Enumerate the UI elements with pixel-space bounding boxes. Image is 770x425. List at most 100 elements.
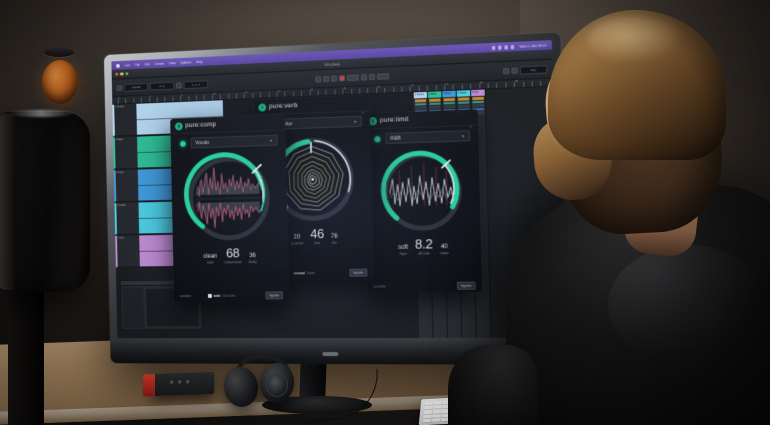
transport-controls[interactable] — [315, 72, 390, 82]
punch-in-button[interactable] — [360, 73, 367, 80]
channel-button[interactable] — [415, 113, 427, 117]
readout-ability[interactable]: 36 Ability — [248, 253, 257, 264]
channel-button[interactable] — [458, 108, 470, 112]
track-header[interactable]: 2 Bass — [113, 136, 138, 170]
readout-size[interactable]: 46 Size — [310, 226, 324, 245]
track-header[interactable]: 1 Drums — [112, 103, 138, 137]
channel-button[interactable] — [443, 105, 456, 109]
channel-button[interactable] — [414, 102, 427, 106]
menu-item-app[interactable]: Live — [124, 62, 131, 68]
channel-button[interactable] — [458, 112, 470, 116]
close-icon[interactable] — [115, 72, 119, 76]
channel-button[interactable] — [457, 97, 470, 101]
channel-button[interactable] — [472, 111, 485, 115]
channel-button[interactable] — [429, 109, 441, 113]
keyboard-key[interactable] — [423, 414, 432, 419]
track-header[interactable]: 4 Guitar — [114, 202, 140, 235]
auto-out-gain-control[interactable]: auto Out Gain — [207, 293, 235, 298]
bypass-button[interactable]: bypass — [349, 268, 368, 277]
checkbox-icon[interactable] — [207, 293, 212, 298]
channel-button[interactable] — [472, 104, 484, 108]
close-icon[interactable] — [360, 101, 364, 105]
close-icon[interactable] — [469, 115, 473, 119]
readout-style[interactable]: clean Style — [203, 254, 217, 265]
channel-button[interactable] — [443, 101, 455, 105]
tempo-field[interactable]: 120.00 — [123, 82, 149, 92]
loop-button[interactable] — [315, 75, 322, 82]
keyboard-key[interactable] — [423, 410, 433, 414]
keyboard-key[interactable] — [422, 418, 432, 423]
mixer-channel[interactable]: 3 Keys — [442, 90, 463, 338]
menu-item-edit[interactable]: Edit — [144, 61, 150, 67]
preset-row-pure-limit[interactable]: R&B ▼ — [364, 126, 478, 147]
readout-db-gain[interactable]: 8.2 dB Gain — [415, 236, 433, 256]
channel-button[interactable] — [415, 109, 427, 114]
power-led-icon[interactable] — [374, 135, 381, 142]
channel-button[interactable] — [429, 98, 441, 102]
browser-category-column[interactable] — [122, 287, 144, 328]
menu-item-help[interactable]: Help — [195, 59, 203, 64]
channel-button[interactable] — [458, 104, 470, 108]
channel-button[interactable] — [414, 99, 427, 103]
preset-dropdown-pure-limit[interactable]: R&B ▼ — [385, 130, 471, 145]
keyboard-key[interactable] — [432, 413, 441, 418]
channel-button[interactable] — [415, 106, 427, 110]
limit-dial[interactable] — [365, 145, 481, 237]
track-header[interactable]: 5 Vox — [115, 235, 140, 268]
comp-dial[interactable] — [171, 149, 288, 246]
window-traffic-lights[interactable] — [115, 72, 129, 76]
keyboard-key[interactable] — [431, 418, 441, 422]
maximize-icon[interactable] — [125, 72, 129, 76]
channel-button[interactable] — [443, 112, 456, 116]
readout-compression[interactable]: 68 Compression — [224, 245, 242, 264]
mode-control[interactable]: normal Mode — [294, 271, 315, 275]
preset-dropdown-pure-comp[interactable]: Vocals ▼ — [190, 134, 278, 149]
channel-button[interactable] — [429, 113, 441, 117]
channel-button[interactable] — [443, 97, 455, 101]
preset-row-pure-comp[interactable]: Vocals ▼ — [171, 130, 286, 151]
menu-item-create[interactable]: Create — [154, 61, 165, 66]
minimize-icon[interactable] — [120, 72, 124, 76]
readout-inflate[interactable]: 40 Inflate — [440, 244, 449, 255]
punch-out-button[interactable] — [368, 73, 375, 80]
menu-item-file[interactable]: File — [134, 62, 140, 67]
toolbar-button-link[interactable] — [116, 84, 123, 91]
mixer-channel[interactable]: 2 Bass — [427, 91, 448, 338]
plugin-header-pure-limit[interactable]: Ɣ pure:limit — [363, 109, 479, 130]
plugin-window-pure-comp[interactable]: Ɣ pure:comp Vocals ▼ — [170, 114, 289, 303]
channel-button[interactable] — [443, 108, 456, 112]
play-button[interactable] — [323, 75, 330, 82]
record-button[interactable] — [338, 74, 346, 81]
readout-style[interactable]: soft Style — [398, 245, 408, 256]
toolbar-left-group[interactable]: 120.00 4 / 4 1. 1. 1 — [116, 79, 209, 92]
time-signature-field[interactable]: 4 / 4 — [149, 81, 175, 91]
keyboard-key[interactable] — [433, 405, 442, 410]
channel-button[interactable] — [457, 100, 470, 105]
track-header[interactable]: 3 Keys — [113, 169, 139, 203]
bypass-button[interactable]: bypass — [456, 281, 476, 290]
overdub-button[interactable] — [346, 74, 359, 81]
channel-button[interactable] — [472, 100, 484, 104]
channel-button[interactable] — [429, 105, 441, 109]
automation-button[interactable] — [376, 72, 390, 80]
toolbar-button-metronome[interactable] — [175, 81, 182, 89]
menu-item-options[interactable]: Options — [180, 59, 192, 65]
channel-button[interactable] — [472, 96, 484, 100]
position-field[interactable]: 1. 1. 1 — [183, 79, 209, 89]
keyboard-key[interactable] — [424, 401, 434, 406]
channel-button[interactable] — [429, 102, 441, 106]
stop-button[interactable] — [331, 75, 338, 82]
bypass-button[interactable]: bypass — [265, 290, 284, 299]
readout-mix[interactable]: 78 Mix — [331, 234, 338, 245]
menu-item-view[interactable]: View — [168, 60, 176, 65]
apple-logo-icon[interactable] — [116, 63, 120, 68]
keyboard-key[interactable] — [432, 409, 442, 414]
keyboard-key[interactable] — [424, 405, 433, 410]
mixer-channel[interactable]: 1 Drums — [413, 91, 434, 338]
preset-dropdown-pure-verb[interactable]: Guitar ▼ — [274, 115, 363, 130]
mixer-channel[interactable]: 4 Guitar — [456, 90, 477, 338]
keyboard-key[interactable] — [433, 401, 443, 405]
channel-button[interactable] — [472, 107, 485, 111]
plugin-window-pure-limit[interactable]: Ɣ pure:limit R&B ▼ — [363, 109, 483, 293]
readout-synthetic[interactable]: 20 Synthetic — [291, 235, 304, 246]
